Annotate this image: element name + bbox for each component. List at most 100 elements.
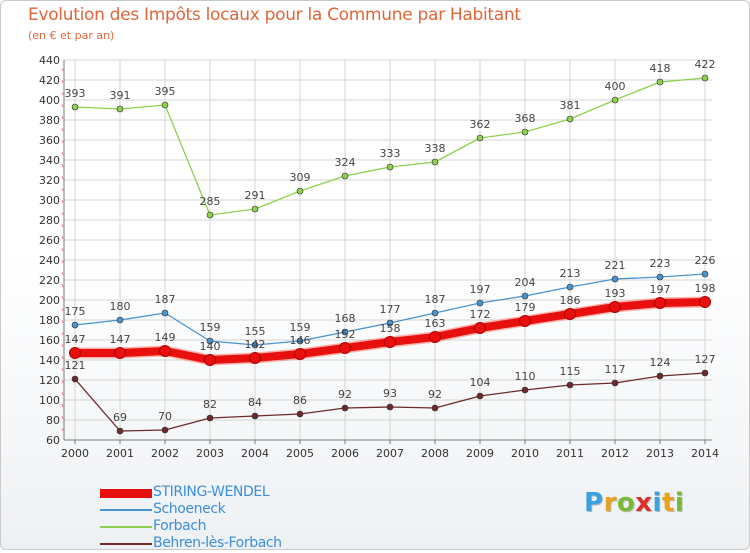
data-label-stiring-wendel: 172 bbox=[470, 308, 491, 321]
y-tick-label: 300 bbox=[39, 194, 60, 207]
axis-tick-dash bbox=[61, 319, 64, 324]
data-label-forbach: 400 bbox=[605, 80, 626, 93]
axis-tick-dash bbox=[61, 307, 64, 312]
x-tick-label: 2014 bbox=[691, 447, 719, 460]
data-point-stiring-wendel bbox=[384, 336, 396, 348]
data-label-behren-l-s-forbach: 84 bbox=[248, 396, 262, 409]
data-label-schoeneck: 197 bbox=[470, 283, 491, 296]
axis-tick-dash bbox=[61, 211, 64, 216]
axis-tick-dash bbox=[61, 343, 64, 348]
data-point-stiring-wendel bbox=[114, 347, 126, 359]
data-label-stiring-wendel: 198 bbox=[695, 282, 716, 295]
x-tick-label: 2013 bbox=[646, 447, 674, 460]
data-label-schoeneck: 159 bbox=[200, 321, 221, 334]
data-point-behren-l-s-forbach bbox=[296, 410, 304, 418]
legend-label: Behren-lès-Forbach bbox=[153, 535, 282, 551]
y-tick-label: 140 bbox=[39, 354, 60, 367]
data-point-behren-l-s-forbach bbox=[521, 386, 529, 394]
data-label-stiring-wendel: 147 bbox=[65, 333, 86, 346]
data-label-schoeneck: 187 bbox=[425, 293, 446, 306]
data-point-stiring-wendel bbox=[69, 347, 81, 359]
data-point-schoeneck bbox=[386, 319, 394, 327]
data-point-stiring-wendel bbox=[204, 354, 216, 366]
axis-tick-dash bbox=[61, 283, 64, 288]
axis-tick-dash bbox=[61, 379, 64, 384]
data-label-schoeneck: 221 bbox=[605, 259, 626, 272]
data-point-stiring-wendel bbox=[249, 352, 261, 364]
axis-tick-dash bbox=[61, 391, 64, 396]
data-label-forbach: 338 bbox=[425, 142, 446, 155]
logo-letter: i bbox=[652, 488, 662, 518]
data-label-schoeneck: 168 bbox=[335, 312, 356, 325]
y-tick-label: 340 bbox=[39, 154, 60, 167]
legend-swatch bbox=[100, 488, 152, 498]
chart-title: Evolution des Impôts locaux pour la Comm… bbox=[28, 5, 521, 25]
data-point-behren-l-s-forbach bbox=[116, 427, 124, 435]
legend-swatch bbox=[100, 543, 152, 545]
y-tick-label: 200 bbox=[39, 294, 60, 307]
logo-letter: o bbox=[616, 488, 636, 518]
data-label-behren-l-s-forbach: 121 bbox=[65, 359, 86, 372]
axis-tick-dash bbox=[61, 403, 64, 408]
data-label-stiring-wendel: 193 bbox=[605, 287, 626, 300]
y-tick-label: 280 bbox=[39, 214, 60, 227]
data-point-behren-l-s-forbach bbox=[701, 369, 709, 377]
data-point-forbach bbox=[701, 74, 709, 82]
legend-label: Forbach bbox=[153, 518, 207, 534]
data-label-forbach: 333 bbox=[380, 147, 401, 160]
data-label-forbach: 324 bbox=[335, 156, 356, 169]
data-point-schoeneck bbox=[296, 337, 304, 345]
data-label-schoeneck: 155 bbox=[245, 325, 266, 338]
y-tick-label: 120 bbox=[39, 374, 60, 387]
data-point-behren-l-s-forbach bbox=[611, 379, 619, 387]
data-point-schoeneck bbox=[431, 309, 439, 317]
axis-tick-dash bbox=[61, 175, 64, 180]
x-tick-label: 2003 bbox=[196, 447, 224, 460]
axis-tick-dash bbox=[61, 79, 64, 84]
data-label-behren-l-s-forbach: 70 bbox=[158, 410, 172, 423]
data-label-schoeneck: 175 bbox=[65, 305, 86, 318]
data-point-forbach bbox=[386, 163, 394, 171]
axis-tick-dash bbox=[61, 163, 64, 168]
data-label-behren-l-s-forbach: 92 bbox=[428, 388, 442, 401]
axis-tick-dash bbox=[61, 271, 64, 276]
axis-tick-dash bbox=[61, 187, 64, 192]
data-label-stiring-wendel: 163 bbox=[425, 317, 446, 330]
data-point-schoeneck bbox=[341, 328, 349, 336]
axis-tick-dash bbox=[61, 367, 64, 372]
data-point-schoeneck bbox=[476, 299, 484, 307]
axis-tick-dash bbox=[61, 295, 64, 300]
data-point-stiring-wendel bbox=[519, 315, 531, 327]
y-tick-label: 240 bbox=[39, 254, 60, 267]
x-tick-label: 2002 bbox=[151, 447, 179, 460]
data-point-forbach bbox=[161, 101, 169, 109]
logo-letter: x bbox=[635, 488, 653, 518]
y-tick-label: 440 bbox=[39, 54, 60, 67]
data-label-stiring-wendel: 146 bbox=[290, 334, 311, 347]
data-point-forbach bbox=[476, 134, 484, 142]
data-label-stiring-wendel: 152 bbox=[335, 328, 356, 341]
data-label-behren-l-s-forbach: 124 bbox=[650, 356, 671, 369]
data-point-stiring-wendel bbox=[699, 296, 711, 308]
axis-tick-dash bbox=[61, 355, 64, 360]
axis-tick-dash bbox=[61, 199, 64, 204]
data-label-stiring-wendel: 197 bbox=[650, 283, 671, 296]
logo-letter: P bbox=[584, 488, 604, 518]
data-label-behren-l-s-forbach: 86 bbox=[293, 394, 307, 407]
data-point-forbach bbox=[251, 205, 259, 213]
data-label-forbach: 422 bbox=[695, 58, 716, 71]
proxiti-logo: Proxiti bbox=[584, 488, 684, 518]
data-label-forbach: 368 bbox=[515, 112, 536, 125]
axis-tick-dash bbox=[61, 127, 64, 132]
data-label-stiring-wendel: 158 bbox=[380, 322, 401, 335]
x-tick-label: 2000 bbox=[61, 447, 89, 460]
data-point-stiring-wendel bbox=[564, 308, 576, 320]
data-label-stiring-wendel: 149 bbox=[155, 331, 176, 344]
data-point-stiring-wendel bbox=[294, 348, 306, 360]
data-point-stiring-wendel bbox=[474, 322, 486, 334]
data-point-forbach bbox=[521, 128, 529, 136]
x-tick-label: 2001 bbox=[106, 447, 134, 460]
axis-tick-dash bbox=[61, 331, 64, 336]
x-tick-label: 2005 bbox=[286, 447, 314, 460]
